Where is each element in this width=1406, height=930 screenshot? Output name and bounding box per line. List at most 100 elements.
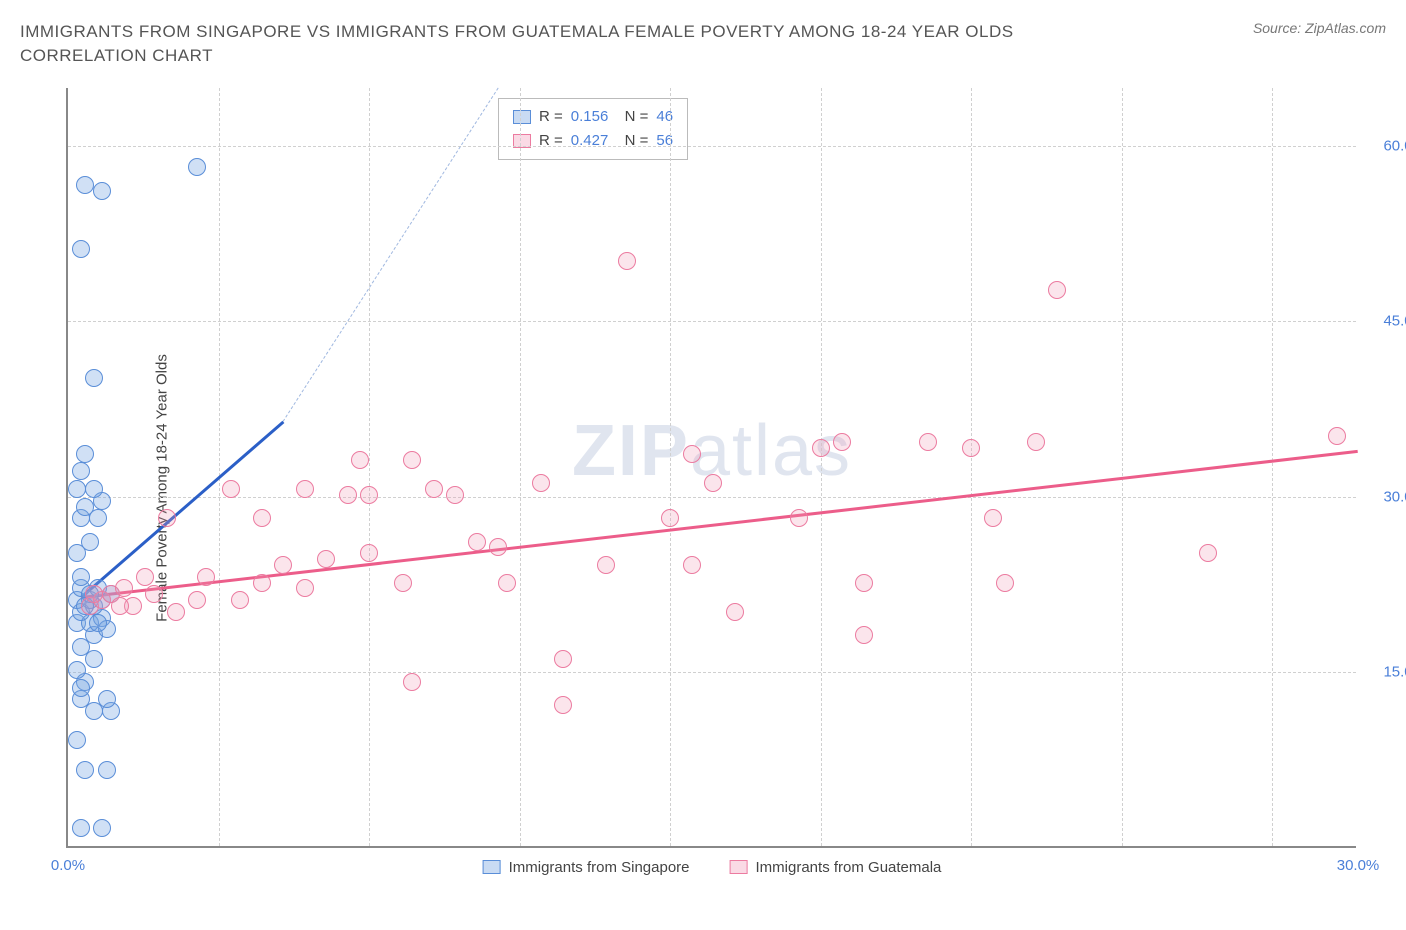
r-label: R =: [539, 105, 563, 129]
data-point: [145, 585, 163, 603]
data-point: [962, 439, 980, 457]
data-point: [554, 650, 572, 668]
gridline-v: [821, 88, 822, 846]
data-point: [85, 480, 103, 498]
data-point: [351, 451, 369, 469]
data-point: [188, 591, 206, 609]
x-tick-label: 30.0%: [1337, 857, 1380, 874]
bottom-legend-label: Immigrants from Guatemala: [756, 859, 942, 876]
data-point: [274, 556, 292, 574]
data-point: [360, 486, 378, 504]
n-label: N =: [616, 129, 648, 153]
data-point: [1027, 433, 1045, 451]
data-point: [136, 568, 154, 586]
chart-area: Female Poverty Among 18-24 Year Olds ZIP…: [20, 78, 1386, 898]
data-point: [489, 538, 507, 556]
data-point: [72, 240, 90, 258]
bottom-legend-label: Immigrants from Singapore: [509, 859, 690, 876]
data-point: [498, 574, 516, 592]
bottom-legend-singapore: Immigrants from Singapore: [483, 859, 690, 876]
y-tick-label: 15.0%: [1366, 664, 1406, 681]
data-point: [72, 819, 90, 837]
bottom-legend-guatemala: Immigrants from Guatemala: [730, 859, 942, 876]
n-label: N =: [616, 105, 648, 129]
data-point: [996, 574, 1014, 592]
data-point: [618, 252, 636, 270]
data-point: [68, 480, 86, 498]
data-point: [984, 509, 1002, 527]
watermark-bold: ZIP: [572, 411, 690, 491]
x-tick-label: 0.0%: [51, 857, 85, 874]
data-point: [683, 445, 701, 463]
data-point: [85, 369, 103, 387]
data-point: [1048, 281, 1066, 299]
gridline-h: [68, 672, 1356, 673]
gridline-v: [971, 88, 972, 846]
data-point: [339, 486, 357, 504]
trend-line: [81, 450, 1358, 599]
y-tick-label: 45.0%: [1366, 313, 1406, 330]
data-point: [68, 731, 86, 749]
swatch-blue-icon: [513, 110, 531, 124]
data-point: [468, 533, 486, 551]
data-point: [81, 533, 99, 551]
data-point: [89, 614, 107, 632]
bottom-legend: Immigrants from Singapore Immigrants fro…: [483, 859, 942, 876]
data-point: [72, 568, 90, 586]
data-point: [360, 544, 378, 562]
data-point: [661, 509, 679, 527]
gridline-v: [1122, 88, 1123, 846]
data-point: [1328, 427, 1346, 445]
data-point: [85, 585, 103, 603]
data-point: [317, 550, 335, 568]
data-point: [855, 626, 873, 644]
data-point: [98, 761, 116, 779]
gridline-h: [68, 146, 1356, 147]
trend-line: [80, 421, 284, 599]
y-tick-label: 30.0%: [1366, 488, 1406, 505]
y-tick-label: 60.0%: [1366, 138, 1406, 155]
data-point: [296, 579, 314, 597]
data-point: [197, 568, 215, 586]
data-point: [403, 673, 421, 691]
data-point: [394, 574, 412, 592]
data-point: [72, 679, 90, 697]
trend-line: [283, 88, 499, 422]
stats-legend: R = 0.156 N = 46 R = 0.427 N = 56: [498, 98, 688, 160]
data-point: [532, 474, 550, 492]
data-point: [72, 462, 90, 480]
data-point: [1199, 544, 1217, 562]
data-point: [93, 182, 111, 200]
data-point: [93, 819, 111, 837]
gridline-v: [369, 88, 370, 846]
data-point: [68, 661, 86, 679]
data-point: [85, 650, 103, 668]
data-point: [704, 474, 722, 492]
data-point: [76, 445, 94, 463]
data-point: [726, 603, 744, 621]
chart-title: IMMIGRANTS FROM SINGAPORE VS IMMIGRANTS …: [20, 20, 1120, 68]
data-point: [76, 498, 94, 516]
data-point: [231, 591, 249, 609]
data-point: [76, 761, 94, 779]
r-label: R =: [539, 129, 563, 153]
swatch-blue-icon: [483, 860, 501, 874]
data-point: [296, 480, 314, 498]
legend-row-guatemala: R = 0.427 N = 56: [513, 129, 673, 153]
data-point: [115, 579, 133, 597]
data-point: [683, 556, 701, 574]
legend-row-singapore: R = 0.156 N = 46: [513, 105, 673, 129]
source-text: Source: ZipAtlas.com: [1253, 20, 1386, 36]
gridline-v: [670, 88, 671, 846]
data-point: [111, 597, 129, 615]
data-point: [158, 509, 176, 527]
gridline-v: [520, 88, 521, 846]
data-point: [253, 574, 271, 592]
data-point: [919, 433, 937, 451]
data-point: [253, 509, 271, 527]
data-point: [446, 486, 464, 504]
gridline-v: [1272, 88, 1273, 846]
data-point: [855, 574, 873, 592]
r-value-singapore: 0.156: [571, 105, 609, 129]
data-point: [403, 451, 421, 469]
